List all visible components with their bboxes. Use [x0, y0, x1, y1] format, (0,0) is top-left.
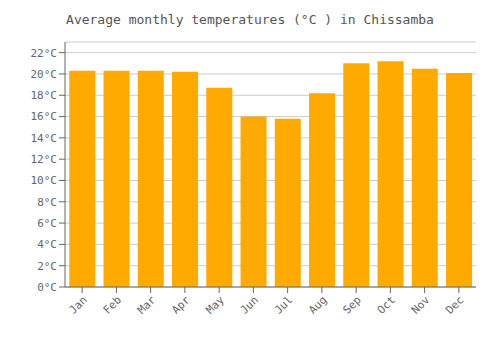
html-text:Average monthly temperatures (: Average monthly temperatures (°C ) in Ch… [66, 12, 434, 27]
svg-text:18°C: 18°C [31, 89, 58, 102]
svg-text:20°C: 20°C [31, 68, 58, 81]
svg-text:Nov: Nov [409, 293, 433, 317]
svg-text:Sep: Sep [341, 293, 364, 316]
svg-text:2°C: 2°C [37, 260, 57, 273]
svg-text:Dec: Dec [443, 293, 466, 316]
svg-text:Jan: Jan [67, 293, 90, 316]
svg-text:Jul: Jul [272, 293, 295, 316]
svg-text:Mar: Mar [135, 293, 159, 317]
svg-text:Jun: Jun [238, 293, 261, 316]
svg-text:6°C: 6°C [37, 217, 57, 230]
svg-text:8°C: 8°C [37, 196, 57, 209]
svg-text:10°C: 10°C [31, 174, 58, 187]
svg-text:Oct: Oct [375, 293, 398, 316]
svg-text:0°C: 0°C [37, 281, 57, 294]
svg-text:Apr: Apr [169, 293, 193, 317]
svg-text:22°C: 22°C [31, 47, 58, 60]
svg-text:16°C: 16°C [31, 110, 58, 123]
svg-text:Aug: Aug [306, 293, 329, 316]
svg-text:May: May [204, 293, 228, 317]
svg-text:12°C: 12°C [31, 153, 58, 166]
svg-text:4°C: 4°C [37, 238, 57, 251]
svg-text:Feb: Feb [101, 293, 124, 316]
svg-text:14°C: 14°C [31, 132, 58, 145]
